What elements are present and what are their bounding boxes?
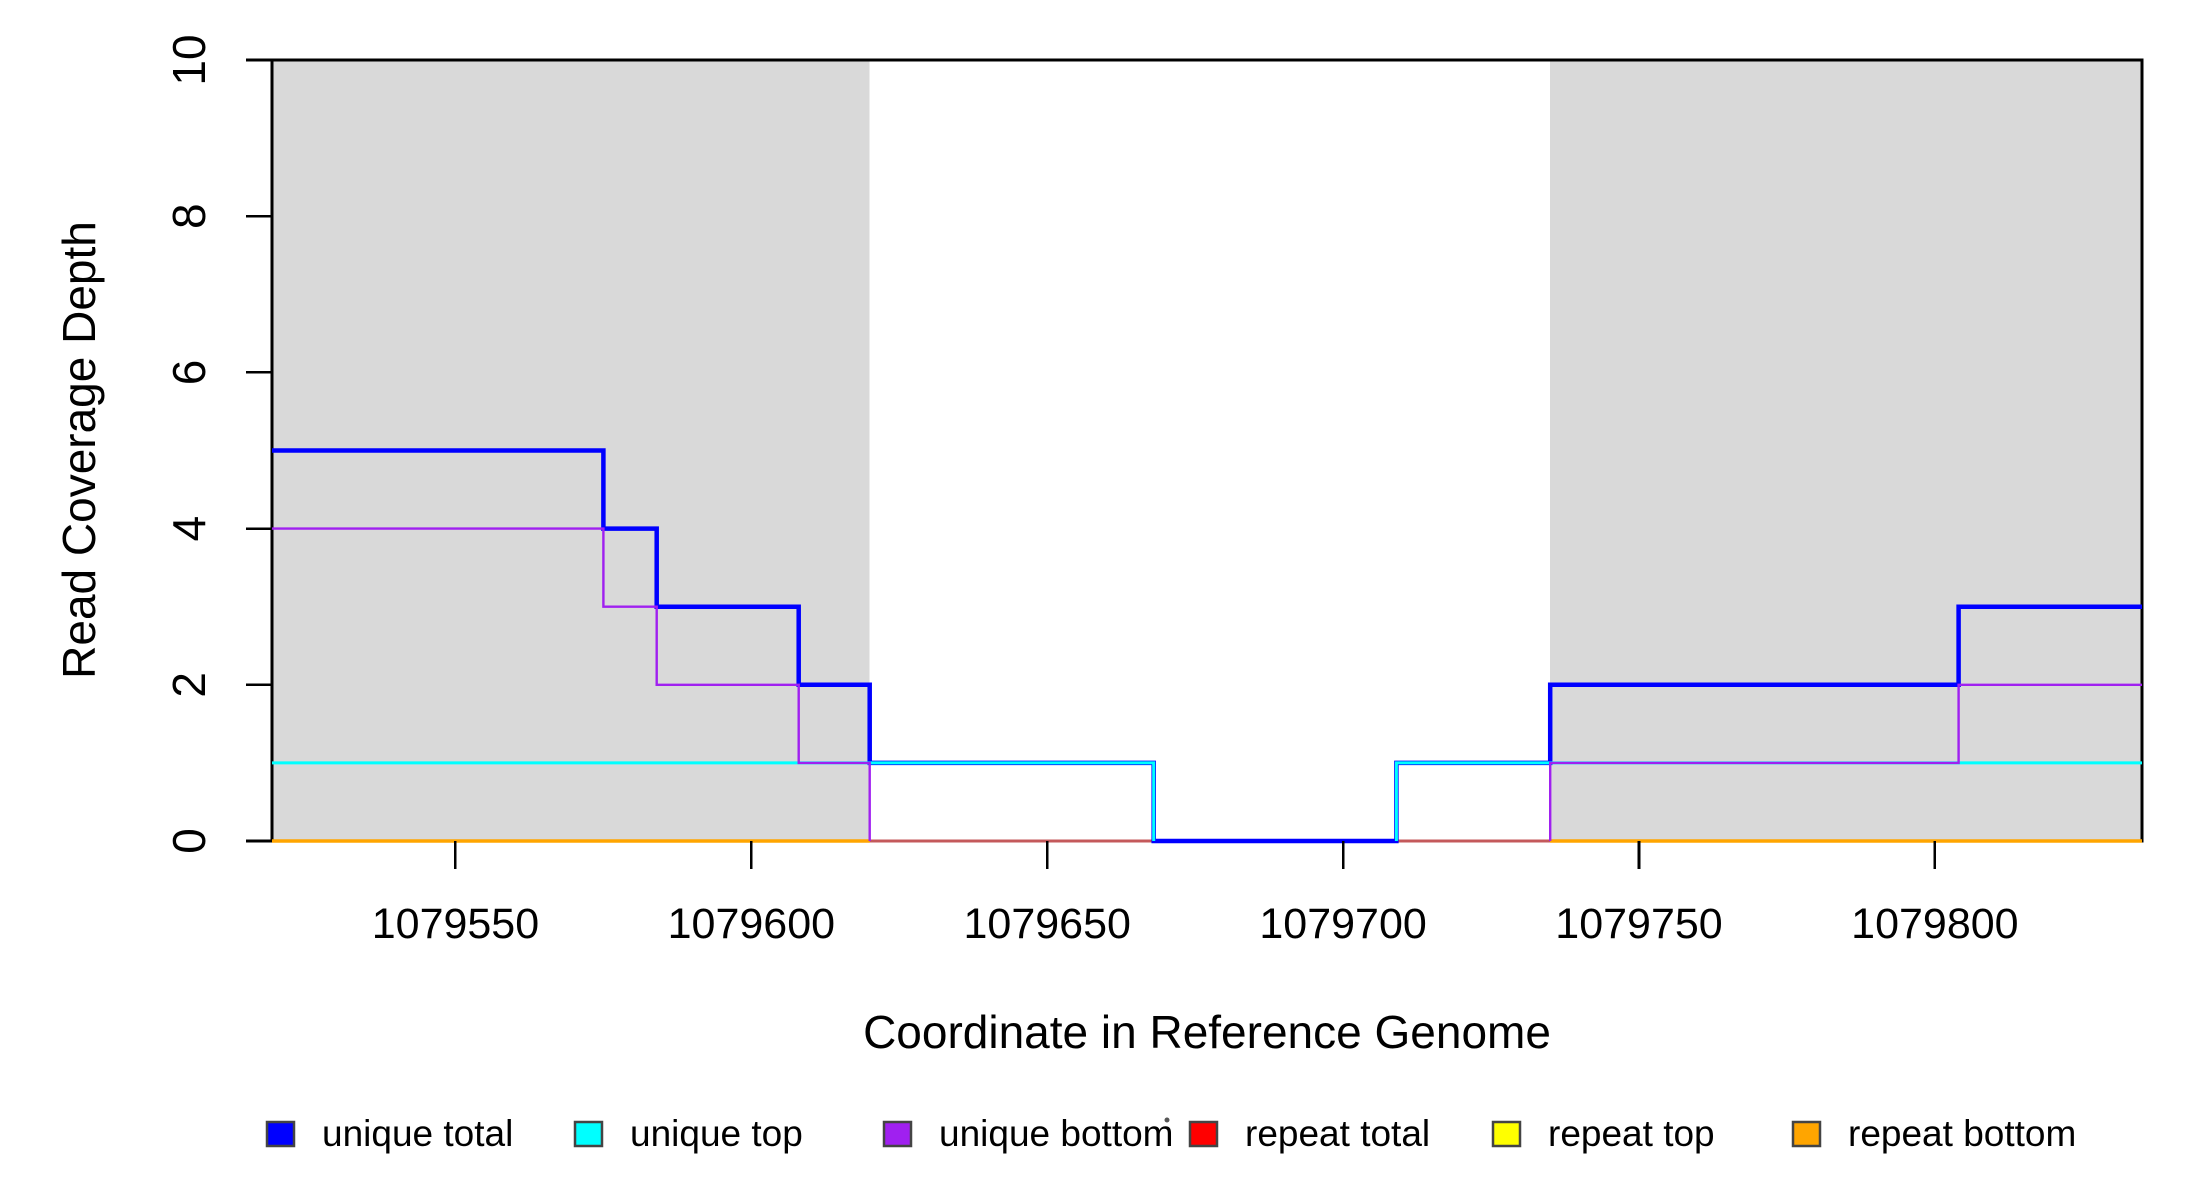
x-tick-label: 1079600 (668, 900, 835, 948)
stray-dot (1164, 1117, 1170, 1123)
x-tick-label: 1079550 (372, 900, 539, 948)
legend-swatch-unique-top (573, 1120, 604, 1148)
legend-swatch-repeat-total (1188, 1120, 1219, 1148)
y-tick-label: 8 (163, 203, 215, 229)
x-tick-label: 1079650 (964, 900, 1131, 948)
legend-label-repeat-total: repeat total (1245, 1113, 1430, 1154)
legend-swatch-unique-total (265, 1120, 296, 1148)
y-axis-label: Read Coverage Depth (53, 221, 105, 679)
legend: unique total unique top unique bottom repea… (265, 1113, 2076, 1154)
series-unique-bottom-0 (272, 527, 871, 841)
legend-label-unique-total: unique total (322, 1113, 513, 1154)
x-tick-label: 1079750 (1555, 900, 1722, 948)
x-tick-label: 1079700 (1259, 900, 1426, 948)
shaded-right-gray-region (1550, 60, 2142, 841)
series-unique-bottom-1 (1549, 683, 2142, 841)
legend-swatch-repeat-top (1491, 1120, 1522, 1148)
legend-label-unique-top: unique top (630, 1113, 803, 1154)
y-tick-label: 10 (163, 34, 215, 85)
y-tick-label: 6 (163, 360, 215, 386)
y-tick-label: 2 (163, 672, 215, 698)
y-tick-label: 4 (163, 516, 215, 542)
legend-swatch-repeat-bottom (1791, 1120, 1822, 1148)
legend-label-repeat-bottom: repeat bottom (1848, 1113, 2076, 1154)
x-tick-label: 1079800 (1851, 900, 2018, 948)
legend-label-unique-bottom: unique bottom (939, 1113, 1174, 1154)
x-axis-label: Coordinate in Reference Genome (863, 1006, 1551, 1058)
y-tick-label: 0 (163, 828, 215, 854)
series-unique-top-0 (272, 761, 1156, 841)
legend-label-repeat-top: repeat top (1548, 1113, 1715, 1154)
legend-swatch-unique-bottom (882, 1120, 913, 1148)
